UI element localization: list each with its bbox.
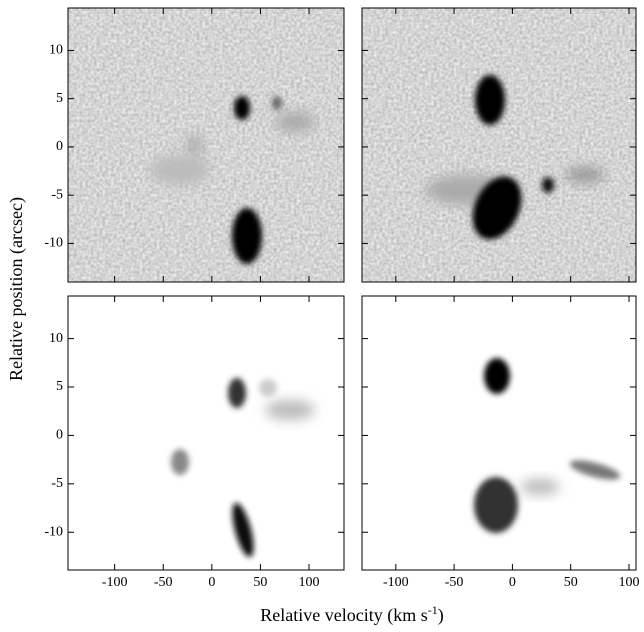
panel-model (362, 296, 636, 570)
x-axis-label-sup: -1 (428, 603, 438, 617)
y-axis-label: Relative position (arcsec) (6, 197, 27, 381)
y-tick-label: 0 (56, 139, 63, 154)
x-tick-label: -100 (102, 575, 128, 590)
x-tick-label: 100 (299, 575, 320, 590)
y-tick-label: -5 (51, 187, 63, 202)
panel-image (362, 8, 636, 282)
panel-model (68, 296, 344, 570)
x-axis-label-end: ) (438, 605, 444, 626)
x-tick-label: 100 (619, 575, 640, 590)
y-tick-label: -10 (44, 524, 63, 539)
y-tick-label: 5 (56, 91, 63, 106)
panel-frame (67, 295, 345, 571)
x-tick-label: 50 (564, 575, 578, 590)
y-tick-label: -5 (51, 476, 63, 491)
x-tick-label: -100 (383, 575, 409, 590)
y-tick-label: 5 (56, 379, 63, 394)
x-axis-label-text: Relative velocity (km s (260, 605, 427, 626)
y-tick-label: 10 (49, 331, 63, 346)
panel-frame (67, 7, 345, 283)
x-tick-label: 50 (253, 575, 267, 590)
x-tick-label: 0 (509, 575, 516, 590)
x-tick-label: 0 (208, 575, 215, 590)
panel-image (68, 8, 344, 282)
x-axis-label: Relative velocity (km s-1) (260, 603, 443, 626)
y-tick-label: -10 (44, 236, 63, 251)
x-tick-label: -50 (445, 575, 464, 590)
panel-frame (361, 7, 637, 283)
panel-frame (361, 295, 637, 571)
y-tick-label: 10 (49, 43, 63, 58)
y-tick-label: 0 (56, 428, 63, 443)
x-tick-label: -50 (154, 575, 173, 590)
